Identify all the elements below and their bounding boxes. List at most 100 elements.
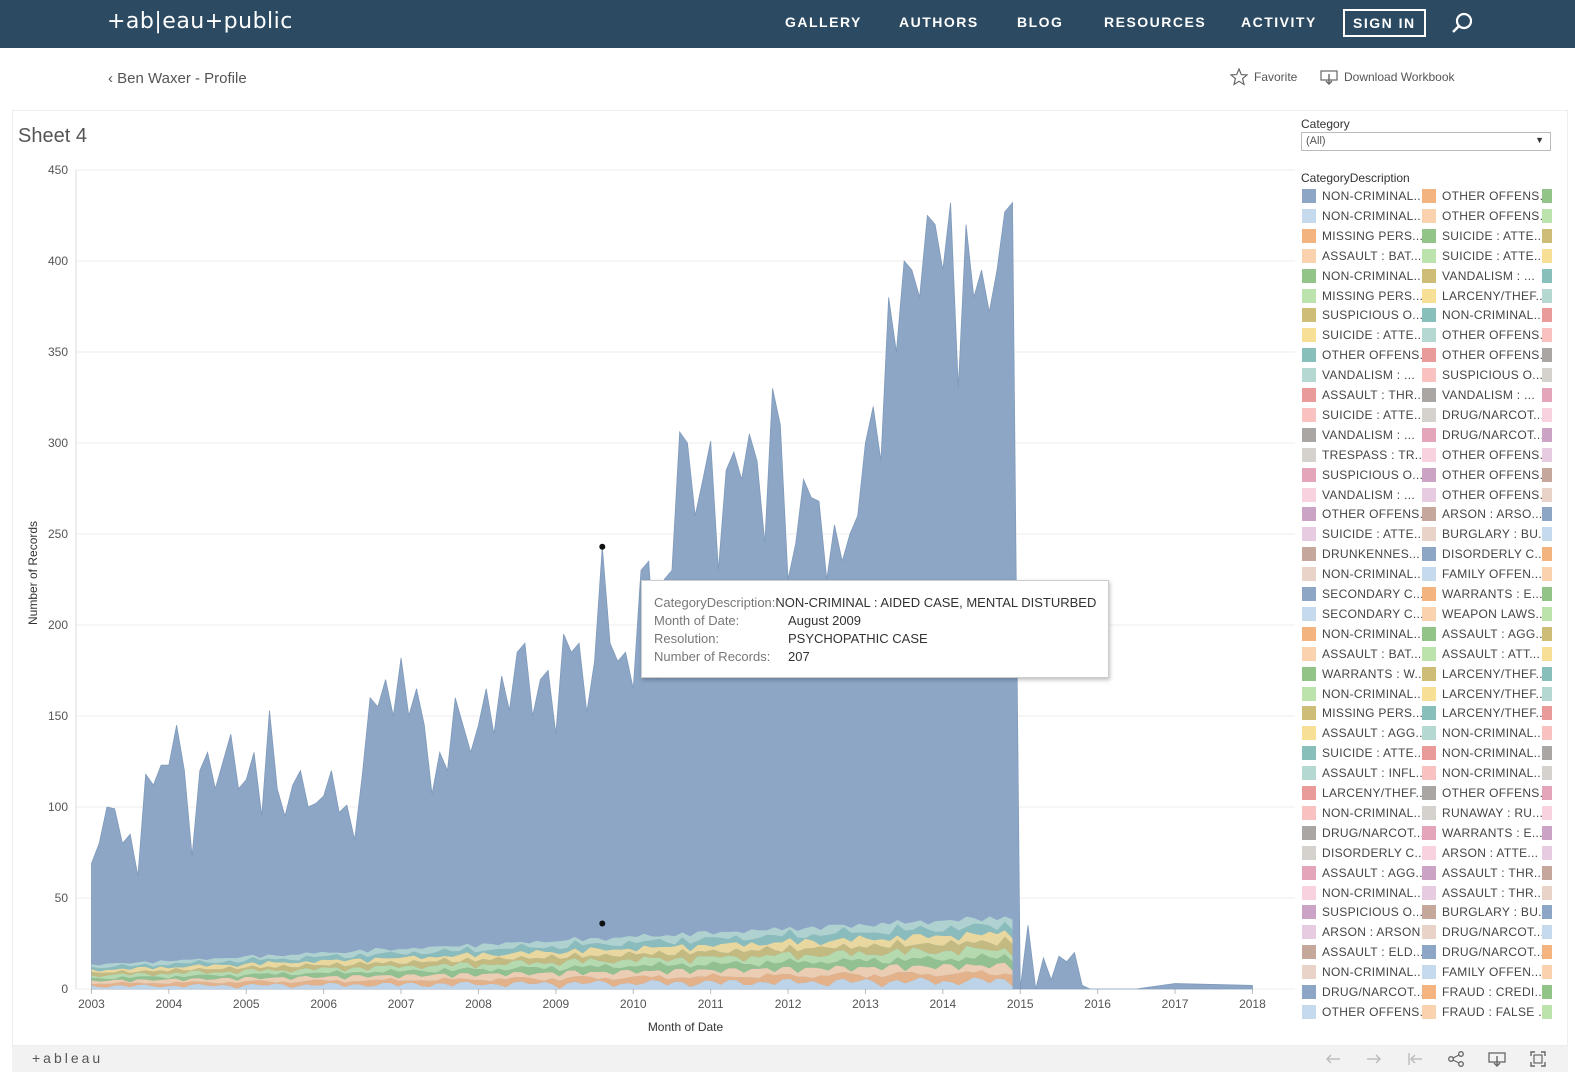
legend-item[interactable]: VANDALISM : ... [1302, 486, 1415, 504]
legend-item[interactable]: OTHER OFFENS... [1422, 486, 1551, 504]
sign-in-button[interactable]: SIGN IN [1343, 9, 1426, 37]
legend-item[interactable]: NON-CRIMINAL... [1302, 187, 1425, 205]
legend-item[interactable]: FRAUD : CREDI... [1422, 983, 1545, 1001]
legend-item[interactable]: ASSAULT : AGG... [1302, 864, 1426, 882]
legend-item[interactable]: SUSPICIOUS O... [1302, 903, 1423, 921]
legend-item[interactable]: ASSAULT : BAT... [1302, 645, 1422, 663]
revert-icon[interactable] [1406, 1050, 1424, 1068]
legend-item[interactable]: BURGLARY : BU... [1422, 525, 1549, 543]
legend-item[interactable]: SECONDARY C... [1302, 585, 1424, 603]
legend-item[interactable]: OTHER OFFENS... [1422, 446, 1551, 464]
nav-gallery[interactable]: GALLERY [785, 14, 862, 30]
legend-item[interactable]: FAMILY OFFEN... [1422, 565, 1542, 583]
share-icon[interactable] [1447, 1050, 1465, 1068]
legend-item[interactable]: LARCENY/THEF... [1422, 685, 1547, 703]
fullscreen-icon[interactable] [1529, 1050, 1547, 1068]
legend-item[interactable]: DRUG/NARCOT... [1422, 426, 1544, 444]
download-toolbar-icon[interactable] [1488, 1050, 1506, 1068]
legend-item[interactable]: ASSAULT : THR... [1422, 864, 1545, 882]
legend-item[interactable]: SUSPICIOUS O... [1302, 466, 1423, 484]
legend-item[interactable]: SECONDARY C... [1302, 605, 1424, 623]
legend-item[interactable]: NON-CRIMINAL... [1302, 884, 1425, 902]
legend-item[interactable]: NON-CRIMINAL... [1302, 267, 1425, 285]
legend-item[interactable]: NON-CRIMINAL... [1302, 685, 1425, 703]
legend-item[interactable]: ARSON : ARSO... [1422, 505, 1543, 523]
favorite-button[interactable]: Favorite [1230, 68, 1297, 86]
legend-item[interactable]: DRUG/NARCOT... [1422, 923, 1544, 941]
legend-item[interactable]: SUICIDE : ATTE... [1302, 525, 1425, 543]
legend-item[interactable]: ASSAULT : ATT... [1422, 645, 1540, 663]
legend-item[interactable]: ARSON : ATTE... [1422, 844, 1538, 862]
legend-item[interactable]: NON-CRIMINAL... [1302, 565, 1425, 583]
legend-item[interactable]: DRUNKENNES... [1302, 545, 1420, 563]
legend-item[interactable]: MISSING PERS... [1302, 287, 1423, 305]
legend-item[interactable]: NON-CRIMINAL... [1422, 724, 1545, 742]
tableau-public-logo[interactable]: +ab|eau+public [107, 9, 293, 34]
legend-item[interactable]: OTHER OFFENS... [1422, 187, 1551, 205]
legend-item[interactable]: SUICIDE : ATTE... [1422, 227, 1545, 245]
legend-item[interactable]: ASSAULT : THR... [1302, 386, 1425, 404]
legend-item[interactable]: OTHER OFFENS... [1422, 466, 1551, 484]
legend-item[interactable]: SUICIDE : ATTE... [1422, 247, 1545, 265]
legend-item[interactable]: VANDALISM : ... [1422, 386, 1535, 404]
legend-item[interactable]: ASSAULT : THR... [1422, 884, 1545, 902]
legend-item[interactable]: SUSPICIOUS O... [1422, 366, 1543, 384]
legend-item[interactable]: FAMILY OFFEN... [1422, 963, 1542, 981]
legend-item[interactable]: WARRANTS : E... [1422, 824, 1543, 842]
legend-item[interactable]: OTHER OFFENS... [1302, 346, 1431, 364]
legend-item[interactable]: WARRANTS : W... [1302, 665, 1425, 683]
legend-item[interactable]: NON-CRIMINAL... [1302, 207, 1425, 225]
legend-item[interactable]: TRESPASS : TR... [1302, 446, 1426, 464]
legend-item[interactable]: ASSAULT : AGG... [1422, 625, 1546, 643]
legend-item[interactable]: RUNAWAY : RU... [1422, 804, 1543, 822]
tableau-footer-logo[interactable]: +ableau [32, 1050, 104, 1066]
legend-item[interactable]: OTHER OFFENS... [1422, 207, 1551, 225]
legend-item[interactable]: WARRANTS : E... [1422, 585, 1543, 603]
nav-authors[interactable]: AUTHORS [899, 14, 979, 30]
legend-item[interactable]: NON-CRIMINAL... [1302, 804, 1425, 822]
area-chart[interactable]: 0 50 100 150 200 250 300 350 400 450 2003 2004 2005 2… [0, 0, 1300, 1046]
legend-item[interactable]: NON-CRIMINAL... [1302, 625, 1425, 643]
legend-item[interactable]: FRAUD : FALSE ... [1422, 1003, 1549, 1021]
legend-item[interactable]: ASSAULT : ELD... [1302, 943, 1424, 961]
legend-item[interactable]: OTHER OFFENS... [1422, 346, 1551, 364]
legend-item[interactable]: MISSING PERS... [1302, 227, 1423, 245]
legend-item[interactable]: VANDALISM : ... [1422, 267, 1535, 285]
legend-item[interactable]: WEAPON LAWS... [1422, 605, 1546, 623]
legend-item[interactable]: DRUG/NARCOT... [1422, 406, 1544, 424]
legend-item[interactable]: DRUG/NARCOT... [1302, 983, 1424, 1001]
legend-item[interactable]: DRUG/NARCOT... [1422, 943, 1544, 961]
legend-item[interactable]: DRUG/NARCOT... [1302, 824, 1424, 842]
legend-item[interactable]: MISSING PERS... [1302, 704, 1423, 722]
legend-item[interactable]: OTHER OFFENS... [1302, 1003, 1431, 1021]
legend-item[interactable]: NON-CRIMINAL... [1422, 306, 1545, 324]
legend-item[interactable]: SUSPICIOUS O... [1302, 306, 1423, 324]
legend-item[interactable]: VANDALISM : ... [1302, 426, 1415, 444]
back-to-profile-link[interactable]: ‹ Ben Waxer - Profile [108, 70, 247, 87]
legend-item[interactable]: OTHER OFFENS... [1302, 505, 1431, 523]
nav-resources[interactable]: RESOURCES [1104, 14, 1207, 30]
legend-item[interactable]: LARCENY/THEF... [1302, 784, 1427, 802]
redo-icon[interactable] [1365, 1050, 1383, 1068]
legend-item[interactable]: ASSAULT : AGG... [1302, 724, 1426, 742]
legend-item[interactable]: LARCENY/THEF... [1422, 665, 1547, 683]
legend-item[interactable]: LARCENY/THEF... [1422, 287, 1547, 305]
legend-item[interactable]: NON-CRIMINAL... [1302, 963, 1425, 981]
nav-activity[interactable]: ACTIVITY [1241, 14, 1317, 30]
legend-item[interactable]: ASSAULT : BAT... [1302, 247, 1422, 265]
search-icon[interactable] [1450, 10, 1476, 36]
legend-item[interactable]: SUICIDE : ATTE... [1302, 326, 1425, 344]
legend-item[interactable]: DISORDERLY C... [1422, 545, 1545, 563]
legend-item[interactable]: BURGLARY : BU... [1422, 903, 1549, 921]
legend-item[interactable]: LARCENY/THEF... [1422, 704, 1547, 722]
legend-item[interactable]: ASSAULT : INFL... [1302, 764, 1427, 782]
category-filter-dropdown[interactable]: (All) ▼ [1301, 132, 1551, 151]
undo-icon[interactable] [1324, 1050, 1342, 1068]
legend-item[interactable]: OTHER OFFENS... [1422, 784, 1551, 802]
nav-blog[interactable]: BLOG [1017, 14, 1064, 30]
legend-item[interactable]: DISORDERLY C... [1302, 844, 1425, 862]
legend-item[interactable]: NON-CRIMINAL... [1422, 744, 1545, 762]
legend-item[interactable]: OTHER OFFENS... [1422, 326, 1551, 344]
legend-item[interactable]: SUICIDE : ATTE... [1302, 744, 1425, 762]
legend-item[interactable]: SUICIDE : ATTE... [1302, 406, 1425, 424]
